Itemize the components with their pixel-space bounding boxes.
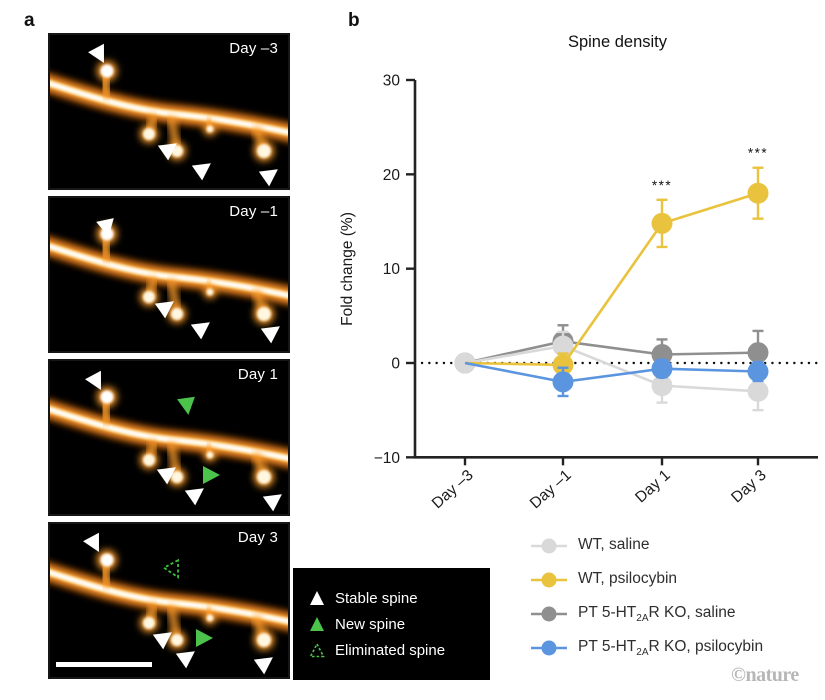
stable-spine-arrowhead	[83, 532, 99, 553]
svg-text:Day –3: Day –3	[429, 467, 477, 513]
legend-label: WT, saline	[578, 535, 650, 553]
dendrite-scene	[50, 524, 288, 677]
panel-b-label: b	[348, 10, 360, 31]
stable-spine-triangle-icon	[310, 591, 324, 605]
svg-text:10: 10	[383, 261, 401, 278]
stable-spine-arrowhead	[258, 169, 278, 187]
stable-spine-arrowhead	[191, 163, 211, 181]
svg-text:Day 1: Day 1	[632, 467, 673, 507]
legend-item-ko-saline: PT 5-HT2AR KO, saline	[531, 597, 763, 631]
data-point	[651, 375, 673, 397]
data-point	[651, 358, 673, 380]
stable-spine-arrowhead	[85, 370, 101, 391]
data-point	[747, 342, 769, 364]
svg-text:−10: −10	[374, 450, 401, 467]
spine-type-legend: Stable spine New spine Eliminated spine	[293, 568, 490, 680]
data-point	[747, 380, 769, 402]
new-spine-arrowhead	[196, 629, 213, 647]
data-point	[552, 335, 574, 357]
chart-title: Spine density	[567, 33, 668, 51]
significance-stars: ***	[652, 178, 672, 193]
legend-item-eliminated-spine: Eliminated spine	[309, 642, 490, 659]
image-day-label: Day –3	[229, 40, 278, 57]
svg-text:Day 3: Day 3	[728, 467, 769, 507]
stable-spine-arrowhead	[175, 651, 195, 669]
legend-item-wt-psilocybin: WT, psilocybin	[531, 563, 763, 597]
legend-label: WT, psilocybin	[578, 569, 678, 587]
legend-item-wt-saline: WT, saline	[531, 529, 763, 563]
legend-label: Stable spine	[335, 589, 418, 607]
dendrite-image-day1: Day 1	[48, 359, 290, 516]
image-day-label: Day 1	[237, 366, 278, 383]
chart-legend: WT, saline WT, psilocybin PT 5-HT2AR KO,…	[531, 529, 763, 665]
dendrite-scene	[50, 198, 288, 351]
svg-text:0: 0	[391, 356, 400, 373]
stable-spine-arrowhead	[88, 43, 104, 64]
dendrite-image-day-minus3: Day –3	[48, 33, 290, 190]
new-spine-triangle-icon	[310, 617, 324, 631]
stable-spine-arrowhead	[262, 494, 282, 512]
new-spine-arrowhead	[177, 396, 195, 415]
panel-a-label: a	[24, 10, 35, 31]
svg-text:30: 30	[383, 73, 401, 90]
svg-text:Fold change (%): Fold change (%)	[339, 212, 356, 326]
legend-item-ko-psilocybin: PT 5-HT2AR KO, psilocybin	[531, 631, 763, 665]
data-point	[747, 360, 769, 382]
wt-saline-marker-icon	[531, 538, 567, 554]
scale-bar	[56, 662, 152, 667]
data-point	[552, 354, 574, 376]
stable-spine-arrowhead	[154, 301, 174, 319]
stable-spine-arrowhead	[156, 467, 176, 485]
ko-saline-marker-icon	[531, 606, 567, 622]
spine-density-chart: 30 20 10 0 −10 Day –3 Day –1 Day 1 Day 3 Fold cha…	[339, 73, 820, 513]
stable-spine-arrowhead	[152, 632, 172, 650]
data-point	[651, 212, 673, 234]
legend-label: PT 5-HT2AR KO, psilocybin	[578, 637, 764, 659]
stable-spine-arrowhead	[190, 322, 210, 340]
legend-item-new-spine: New spine	[309, 616, 490, 633]
legend-item-stable-spine: Stable spine	[309, 590, 490, 607]
image-day-label: Day 3	[237, 529, 278, 546]
nature-watermark: ©nature	[731, 664, 799, 686]
new-spine-arrowhead	[203, 466, 220, 484]
stable-spine-arrowhead	[184, 488, 204, 506]
wt-psilocybin-marker-icon	[531, 572, 567, 588]
ko-psilocybin-marker-icon	[531, 640, 567, 656]
significance-stars: ***	[748, 146, 768, 161]
legend-label: New spine	[335, 615, 406, 633]
dendrite-scene	[50, 361, 288, 514]
svg-text:Day –1: Day –1	[527, 467, 575, 513]
data-point	[747, 182, 769, 204]
stable-spine-arrowhead	[157, 143, 177, 161]
eliminated-spine-arrowhead	[162, 558, 179, 579]
stable-spine-arrowhead	[253, 657, 273, 675]
dendrite-image-day-minus1: Day –1	[48, 196, 290, 353]
stable-spine-arrowhead	[96, 218, 114, 237]
dendrite-scene	[50, 35, 288, 188]
eliminated-spine-triangle-icon	[309, 642, 325, 658]
legend-label: PT 5-HT2AR KO, saline	[578, 603, 736, 625]
image-day-label: Day –1	[229, 203, 278, 220]
svg-text:20: 20	[383, 167, 401, 184]
legend-label: Eliminated spine	[335, 641, 446, 659]
stable-spine-arrowhead	[260, 326, 280, 344]
data-point	[552, 371, 574, 393]
dendrite-image-day3: Day 3	[48, 522, 290, 679]
